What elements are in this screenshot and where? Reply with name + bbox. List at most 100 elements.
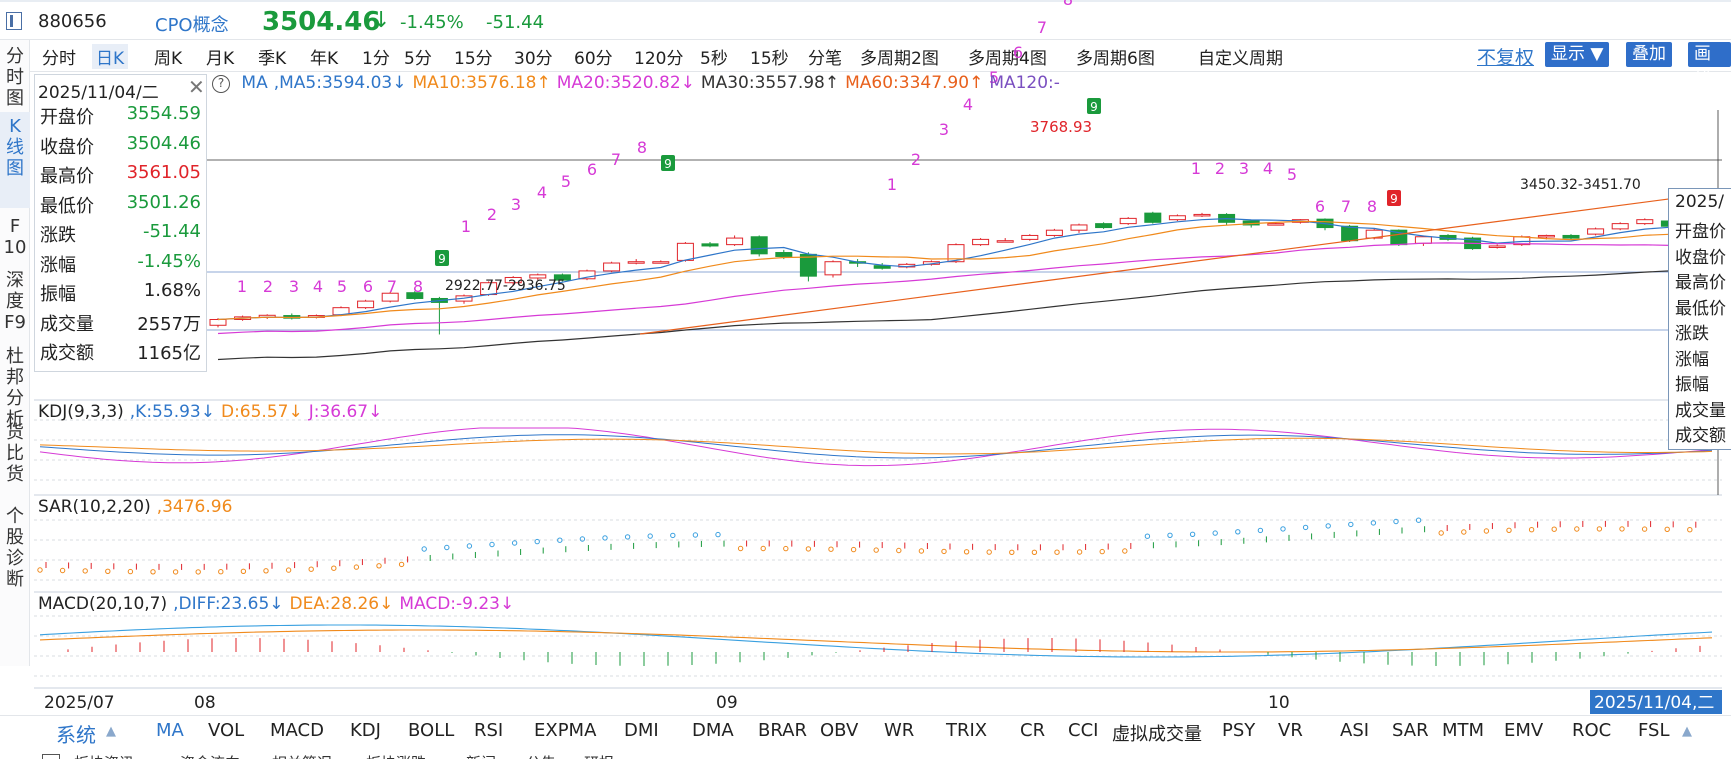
indicator-tab-2[interactable]: MACD [270,720,324,741]
period-tab-14[interactable]: 分笔 [808,49,842,69]
draw-line-button[interactable]: 画线 [1688,42,1731,89]
ma20-line [217,242,1731,335]
indicator-tab-6[interactable]: EXPMA [534,720,597,741]
candle-body [1168,215,1186,221]
kline-chart[interactable]: 1234567812345678123456781234567899992922… [0,0,1731,715]
left-tab-0[interactable]: 分 时 图 [6,46,24,109]
td-nine-label: 9 [438,252,446,266]
period-tab-11[interactable]: 120分 [634,49,684,69]
sidebar-toggle-icon[interactable] [6,12,22,30]
close-icon[interactable]: ✕ [188,75,205,99]
period-tab-4[interactable]: 季K [258,49,287,69]
indicator-tab-0[interactable]: MA [156,720,184,741]
indicator-tab-18[interactable]: ASI [1340,720,1370,741]
indicator-tab-3[interactable]: KDJ [350,720,381,741]
sar-dot [896,547,902,554]
left-tab-4[interactable]: 杜 邦 分 析 [6,346,24,430]
bottom-tab-5[interactable]: 公告 [526,752,556,759]
td-count-label: 4 [963,95,973,114]
adjust-select[interactable]: 不复权 [1477,47,1535,69]
indicator-tab-4[interactable]: BOLL [408,720,455,741]
period-tab-17[interactable]: 多周期6图 [1076,49,1155,69]
candle-info-box: 2025/11/04/二 ✕ 开盘价 3554.59 收盘价 3504.46 最高价 35… [34,74,207,372]
indicator-tab-8[interactable]: DMA [692,720,734,741]
macd-title[interactable]: MACD(20,10,7) [38,594,168,614]
bottom-tab-3[interactable]: 板块涨跌 [366,752,426,759]
period-tab-8[interactable]: 15分 [454,49,493,69]
period-tab-12[interactable]: 5秒 [700,49,728,69]
period-tab-1[interactable]: 日K [92,44,129,69]
x-axis-label: 08 [194,693,216,713]
period-tab-9[interactable]: 30分 [514,49,553,69]
left-tab-6[interactable]: 个 股 诊 断 [6,506,24,590]
period-tab-15[interactable]: 多周期2图 [860,49,939,69]
indicator-tab-10[interactable]: OBV [820,720,859,741]
td-count-label: 2 [911,150,921,169]
kdj-title[interactable]: KDJ(9,3,3) [38,402,124,422]
info2-label: 涨幅 [1675,349,1709,370]
indicator-tab-16[interactable]: PSY [1222,720,1256,741]
indicator-tab-17[interactable]: VR [1278,720,1303,741]
kdj-k: ,K:55.93↓ [129,402,215,422]
stock-name[interactable]: CPO概念 [155,15,229,36]
info2-label: 成交量 [1675,400,1726,421]
bottom-tab-2[interactable]: 相关简况 [272,752,332,759]
period-tab-3[interactable]: 月K [206,49,235,69]
td-count-label: 7 [1037,18,1047,37]
help-icon[interactable]: ? [212,75,230,93]
ma-legend-item-1: ,MA5:3594.03↓ [273,73,407,93]
overlay-button[interactable]: 叠加 [1626,42,1672,67]
indicator-tab-14[interactable]: CCI [1068,720,1099,741]
indicator-tab-22[interactable]: ROC [1572,720,1612,741]
period-tab-18[interactable]: 自定义周期 [1198,49,1283,69]
sar-dot [1393,518,1399,525]
left-tab-5[interactable]: 货 比 货 [6,422,24,485]
indicator-tab-20[interactable]: MTM [1442,720,1485,741]
period-tab-16[interactable]: 多周期4图 [968,49,1047,69]
bottom-tab-4[interactable]: 新闻 [466,752,496,759]
period-tab-13[interactable]: 15秒 [750,49,789,69]
bottom-tab-0[interactable]: 板块资讯 [74,752,134,759]
scroll-up-icon[interactable]: ▲ [1682,724,1692,739]
period-tab-6[interactable]: 1分 [362,49,390,69]
left-tab-1[interactable]: K 线 图 [0,112,30,208]
period-tab-2[interactable]: 周K [154,49,183,69]
candle-body [1537,234,1555,238]
period-tab-7[interactable]: 5分 [404,49,432,69]
cursor-info-box: 2025/ 开盘价 收盘价 最高价 最低价 涨跌 涨幅 振幅 成交量 成交额 [1668,188,1731,450]
indicator-tab-19[interactable]: SAR [1392,720,1429,741]
sar-dot [737,545,744,552]
indicator-tab-15[interactable]: 虚拟成交量 [1112,724,1202,745]
sar-dot [1122,548,1128,554]
indicator-tab-7[interactable]: DMI [624,720,659,741]
indicator-tab-21[interactable]: EMV [1504,720,1544,741]
indicator-tab-1[interactable]: VOL [208,720,245,741]
info-date: 2025/11/04/二 [38,83,159,103]
indicator-tab-23[interactable]: FSL [1638,720,1670,741]
indicator-tab-13[interactable]: CR [1020,720,1046,741]
sar-dot [783,545,789,552]
candle-body [1611,223,1629,230]
panel-toggle-icon[interactable] [42,754,60,759]
display-button[interactable]: 显示 ▼ [1545,42,1610,67]
period-tab-10[interactable]: 60分 [574,49,613,69]
info-label: 收盘价 [40,136,94,158]
system-caret-icon[interactable]: ▲ [106,724,116,739]
bottom-tab-6[interactable]: 研报 [584,752,614,759]
sar-dot [1415,517,1422,523]
period-tab-5[interactable]: 年K [310,49,339,69]
left-tab-2[interactable]: F 10 [3,216,27,258]
td-count-label: 1 [461,217,471,236]
system-menu[interactable]: 系统 [56,723,96,747]
left-tab-3[interactable]: 深 度 F9 [4,270,26,333]
sar-title[interactable]: SAR(10,2,20) [38,497,151,517]
ma-legend-item-4: MA30:3557.98↑ [700,73,840,93]
period-tab-0[interactable]: 分时 [42,49,76,69]
candle-body [1587,228,1605,235]
indicator-tab-9[interactable]: BRAR [758,720,807,741]
indicator-tab-5[interactable]: RSI [474,720,504,741]
bottom-tab-1[interactable]: 资金流向 [180,752,240,759]
sar-dot [1641,526,1648,532]
indicator-tab-11[interactable]: WR [884,720,915,741]
indicator-tab-12[interactable]: TRIX [946,720,988,741]
